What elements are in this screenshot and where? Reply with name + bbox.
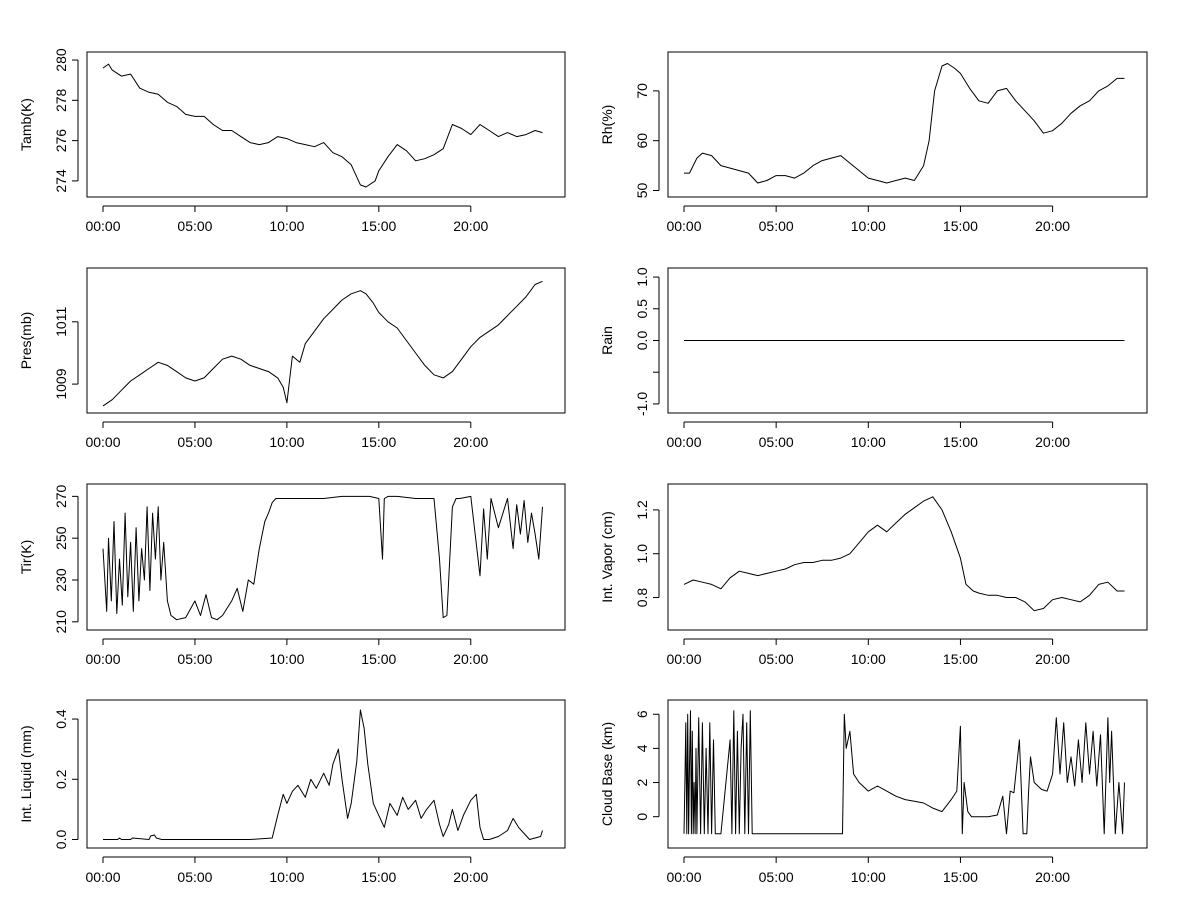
y-tick-label: 0.0 bbox=[53, 830, 69, 850]
x-tick-label: 15:00 bbox=[361, 869, 396, 885]
x-tick-label: 05:00 bbox=[759, 434, 794, 450]
x-tick-label: 10:00 bbox=[851, 869, 886, 885]
y-tick-label: 0.2 bbox=[53, 769, 69, 789]
x-tick-label: 00:00 bbox=[666, 434, 701, 450]
panel-5: 00:00 05:00 10:00 15:00 20:00 210 230 250 270 Tir… bbox=[18, 483, 566, 667]
y-tick-label: 50 bbox=[634, 183, 650, 199]
x-tick-label: 20:00 bbox=[1035, 218, 1070, 234]
y-axis-label: Cloud Base (km) bbox=[599, 722, 615, 826]
x-tick-label: 05:00 bbox=[177, 434, 212, 450]
y-tick-label: 60 bbox=[634, 133, 650, 149]
y-axis-label: Rh(%) bbox=[599, 105, 615, 145]
y-tick-label: 274 bbox=[53, 169, 69, 193]
x-tick-label: 15:00 bbox=[943, 651, 978, 667]
series-line bbox=[103, 709, 543, 840]
panel-2: 00:00 05:00 10:00 15:00 20:00 50 60 70 Rh(%) bbox=[599, 51, 1148, 234]
plot-frame bbox=[667, 267, 1148, 414]
y-axis-label: Int. Vapor (cm) bbox=[599, 511, 615, 603]
x-tick-label: 05:00 bbox=[177, 651, 212, 667]
x-tick-label: 20:00 bbox=[453, 869, 488, 885]
series-line bbox=[683, 710, 1125, 835]
x-tick-label: 15:00 bbox=[361, 651, 396, 667]
x-tick-label: 00:00 bbox=[85, 651, 120, 667]
x-tick-label: 20:00 bbox=[1035, 869, 1070, 885]
plot-frame bbox=[86, 699, 566, 849]
x-tick-label: 05:00 bbox=[177, 869, 212, 885]
x-tick-label: 00:00 bbox=[666, 869, 701, 885]
y-tick-label: 0.0 bbox=[634, 331, 650, 351]
y-axis-label: Pres(mb) bbox=[18, 312, 34, 370]
x-tick-label: 15:00 bbox=[943, 869, 978, 885]
plot-frame bbox=[667, 699, 1148, 849]
x-tick-label: 20:00 bbox=[453, 651, 488, 667]
x-tick-label: 10:00 bbox=[851, 651, 886, 667]
y-tick-label: 278 bbox=[53, 88, 69, 112]
y-tick-label: 4 bbox=[634, 744, 650, 752]
y-tick-label: 210 bbox=[53, 610, 69, 634]
series-line bbox=[102, 280, 543, 407]
x-tick-label: 00:00 bbox=[666, 651, 701, 667]
y-tick-label: 0.5 bbox=[634, 299, 650, 319]
plot-frame bbox=[667, 483, 1148, 631]
y-tick-label: 230 bbox=[53, 568, 69, 592]
y-axis-label: Tir(K) bbox=[18, 540, 34, 574]
x-tick-label: 15:00 bbox=[943, 434, 978, 450]
x-tick-label: 00:00 bbox=[85, 218, 120, 234]
plot-frame bbox=[667, 51, 1148, 198]
y-axis-label: Rain bbox=[599, 326, 615, 355]
x-tick-label: 10:00 bbox=[851, 434, 886, 450]
x-tick-label: 05:00 bbox=[177, 218, 212, 234]
x-tick-label: 15:00 bbox=[943, 218, 978, 234]
y-axis-label: Tamb(K) bbox=[18, 98, 34, 151]
panel-6: 00:00 05:00 10:00 15:00 20:00 0.8 1.0 1.2 Int. V… bbox=[599, 483, 1148, 667]
y-tick-label: 280 bbox=[53, 48, 69, 72]
y-tick-label: -1.0 bbox=[634, 392, 650, 416]
series-line bbox=[683, 496, 1125, 612]
plot-frame bbox=[86, 51, 566, 198]
plot-frame bbox=[86, 267, 566, 414]
panel-1: 00:00 05:00 10:00 15:00 20:00 274 276 278 280 Tam… bbox=[18, 48, 566, 234]
y-tick-label: 0 bbox=[634, 813, 650, 821]
plot-frame bbox=[86, 483, 566, 631]
x-tick-label: 15:00 bbox=[361, 218, 396, 234]
y-axis-label: Int. Liquid (mm) bbox=[18, 725, 34, 822]
panel-4: 00:00 05:00 10:00 15:00 20:00 -1.0 0.0 0.5 1.0 Ra… bbox=[599, 267, 1148, 450]
series-line bbox=[684, 63, 1125, 184]
x-tick-label: 10:00 bbox=[269, 218, 304, 234]
x-tick-label: 05:00 bbox=[759, 869, 794, 885]
y-tick-label: 1009 bbox=[53, 368, 69, 399]
x-tick-label: 05:00 bbox=[759, 218, 794, 234]
panel-3: 00:00 05:00 10:00 15:00 20:00 1009 1011 Pres(mb… bbox=[18, 267, 566, 450]
y-tick-label: 270 bbox=[53, 484, 69, 508]
x-tick-label: 00:00 bbox=[666, 218, 701, 234]
x-tick-label: 10:00 bbox=[269, 434, 304, 450]
x-tick-label: 00:00 bbox=[85, 434, 120, 450]
y-tick-label: 1.0 bbox=[634, 267, 650, 287]
y-tick-label: 0.8 bbox=[634, 588, 650, 608]
x-tick-label: 10:00 bbox=[269, 869, 304, 885]
panel-7: 00:00 05:00 10:00 15:00 20:00 0.0 0.2 0.4 Int. L… bbox=[18, 699, 566, 885]
y-tick-label: 1011 bbox=[53, 307, 69, 337]
x-tick-label: 10:00 bbox=[269, 651, 304, 667]
y-tick-label: 1.2 bbox=[634, 500, 650, 520]
y-tick-label: 276 bbox=[53, 129, 69, 153]
y-tick-label: 70 bbox=[634, 83, 650, 99]
x-tick-label: 20:00 bbox=[1035, 434, 1070, 450]
y-tick-label: 2 bbox=[634, 778, 650, 786]
panel-8: 00:00 05:00 10:00 15:00 20:00 0 2 4 6 Cloud Base … bbox=[599, 699, 1148, 885]
series-line bbox=[102, 63, 543, 188]
y-tick-label: 6 bbox=[634, 710, 650, 718]
x-tick-label: 20:00 bbox=[453, 218, 488, 234]
series-line bbox=[102, 495, 543, 621]
x-tick-label: 15:00 bbox=[361, 434, 396, 450]
y-tick-label: 1.0 bbox=[634, 544, 650, 564]
y-tick-label: 0.4 bbox=[53, 709, 69, 729]
y-tick-label: 250 bbox=[53, 526, 69, 550]
x-tick-label: 10:00 bbox=[851, 218, 886, 234]
x-tick-label: 20:00 bbox=[1035, 651, 1070, 667]
x-tick-label: 20:00 bbox=[453, 434, 488, 450]
x-tick-label: 05:00 bbox=[759, 651, 794, 667]
x-tick-label: 00:00 bbox=[85, 869, 120, 885]
